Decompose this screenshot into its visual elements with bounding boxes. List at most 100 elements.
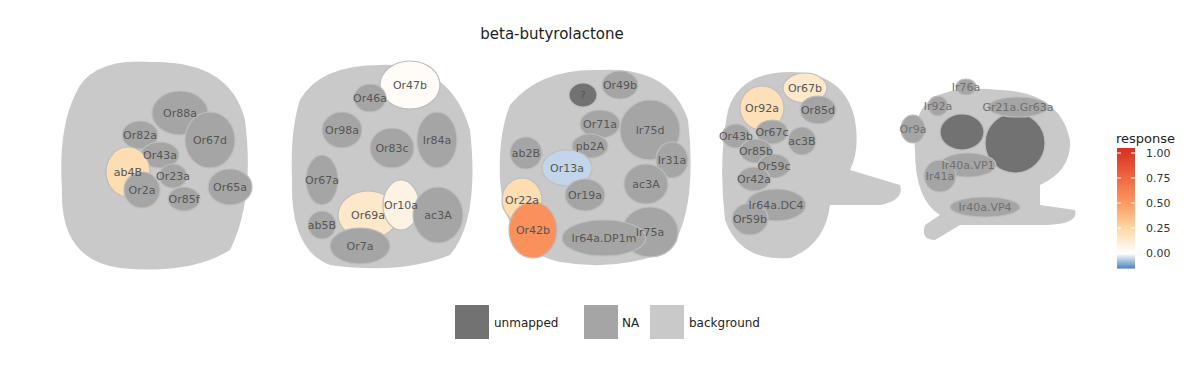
glomerulus-label: Ir64a.DC4 <box>748 199 803 212</box>
colorbar-title: response <box>1116 131 1175 146</box>
glomerulus <box>208 169 252 205</box>
colorbar-tick <box>1131 228 1135 229</box>
background <box>915 89 1076 240</box>
colorbar-label: 0.75 <box>1146 172 1171 185</box>
glomerulus-label: Or82a <box>123 129 157 142</box>
colorbar-label: 0.25 <box>1146 222 1171 235</box>
glomerulus-label: Or42b <box>516 224 550 237</box>
glomerulus <box>354 84 386 112</box>
glomerulus-label: Or67c <box>755 126 788 139</box>
colorbar-tick <box>1131 178 1135 179</box>
glomerulus-label: Ir84a <box>423 134 452 147</box>
glomerulus <box>562 220 646 256</box>
glomerulus <box>940 114 984 150</box>
glomerulus <box>788 127 816 155</box>
glomerulus <box>380 61 440 109</box>
panel: ?Or49bOr71aIr75dab2Bpb2AOr13aIr31aac3AOr… <box>500 70 691 265</box>
glomerulus-label: Ir76a <box>952 81 981 94</box>
colorbar-step <box>1117 148 1135 151</box>
glomerulus-label: Or88a <box>163 107 197 120</box>
glomerulus-label: Ir31a <box>658 154 687 167</box>
glomerulus-label: ab2B <box>512 147 540 160</box>
glomerulus <box>370 128 414 168</box>
glomerulus <box>308 211 336 239</box>
background <box>61 62 248 270</box>
glomerulus-label: Or22a <box>505 194 539 207</box>
panel: Ir76aIr92aOr9aGr21a.Gr63aIr40a.VP1Ir41aI… <box>900 79 1076 240</box>
glomerulus <box>602 71 638 99</box>
glomerulus <box>569 83 597 107</box>
colorbar-tick <box>1131 203 1135 204</box>
glomerulus-label: Or67a <box>305 174 339 187</box>
glomerulus-label: Or49b <box>603 79 637 92</box>
colorbar-tick <box>1117 228 1121 229</box>
background <box>292 65 473 268</box>
chart: beta-butyrolactoneOr88aOr82aOr67dOr43aab… <box>0 0 1200 380</box>
colorbar-tick <box>1117 153 1121 154</box>
glomerulus-label: Or46a <box>353 92 387 105</box>
glomerulus-label: ? <box>580 89 586 102</box>
glomerulus-label: Or85d <box>801 104 835 117</box>
glomerulus-label: Or59b <box>733 213 767 226</box>
glomerulus-label: Or9a <box>900 123 927 136</box>
glomerulus-label: Or2a <box>129 184 156 197</box>
legend-key <box>650 305 684 339</box>
glomerulus-label: Or23a <box>156 170 190 183</box>
colorbar-label: 0.50 <box>1146 197 1171 210</box>
glomerulus-label: Ir41a <box>926 170 955 183</box>
glomerulus-label: Or71a <box>583 118 617 131</box>
glomerulus <box>950 197 1020 217</box>
glomerulus <box>417 112 457 168</box>
colorbar-label: 1.00 <box>1146 147 1171 160</box>
glomerulus-label: Or47b <box>393 79 427 92</box>
glomerulus <box>800 96 836 124</box>
legend-key <box>455 305 489 339</box>
glomerulus-label: ac3A <box>632 178 660 191</box>
legend-label: background <box>689 316 760 330</box>
glomerulus-label: ac3B <box>788 135 815 148</box>
title: beta-butyrolactone <box>480 25 623 43</box>
glomerulus-label: Or43a <box>143 149 177 162</box>
glomerulus-label: Or67d <box>193 134 227 147</box>
glomerulus-label: Or92a <box>745 102 779 115</box>
glomerulus-label: Or85b <box>739 145 773 158</box>
glomerulus-label: Or85f <box>168 193 200 206</box>
glomerulus-label: Ir75d <box>636 124 665 137</box>
glomerulus <box>330 228 390 264</box>
legend-label: unmapped <box>494 316 559 330</box>
panel: Or47b Or46a Or98a Or83c Ir84a Or67a Or69aOr10a… <box>292 61 473 268</box>
glomerulus-label: ab5B <box>308 219 336 232</box>
colorbar-label: 0.00 <box>1146 247 1171 260</box>
glomerulus-label: Or98a <box>325 124 359 137</box>
legend-key <box>584 305 618 339</box>
background <box>500 70 691 265</box>
background <box>722 72 901 258</box>
glomerulus-label: Or69a <box>351 209 385 222</box>
colorbar-tick <box>1131 153 1135 154</box>
glomerulus-label: Or10a <box>384 199 418 212</box>
glomerulus-label: Or43b <box>719 130 753 143</box>
glomerulus-label: Or13a <box>550 162 584 175</box>
glomerulus-label: Ir64a.DP1m <box>572 232 637 245</box>
colorbar-tick <box>1117 178 1121 179</box>
glomerulus-label: Ir40a.VP4 <box>958 201 1011 214</box>
panel: Or92a Or67b Or85d Or43bOr67c Or85b ac3B Or59c O… <box>719 72 901 258</box>
glomerulus <box>306 155 338 205</box>
glomerulus-label: Or59c <box>757 160 790 173</box>
glomerulus <box>322 112 362 148</box>
glomerulus <box>185 112 235 168</box>
glomerulus-label: Ir92a <box>924 100 953 113</box>
glomerulus-label: Ir75a <box>636 226 665 239</box>
glomerulus <box>565 179 605 211</box>
glomerulus-label: Or7a <box>347 240 374 253</box>
glomerulus <box>509 202 557 258</box>
glomerulus <box>413 187 463 243</box>
glomerulus-label: Or67b <box>788 82 822 95</box>
glomerulus-label: Or83c <box>375 142 408 155</box>
legend-label: NA <box>622 316 640 330</box>
glomerulus-label: Or19a <box>568 189 602 202</box>
glomerulus-label: ab4B <box>114 166 142 179</box>
glomerulus-label: ac3A <box>424 209 452 222</box>
colorbar-tick <box>1131 253 1135 254</box>
glomerulus <box>168 187 200 211</box>
